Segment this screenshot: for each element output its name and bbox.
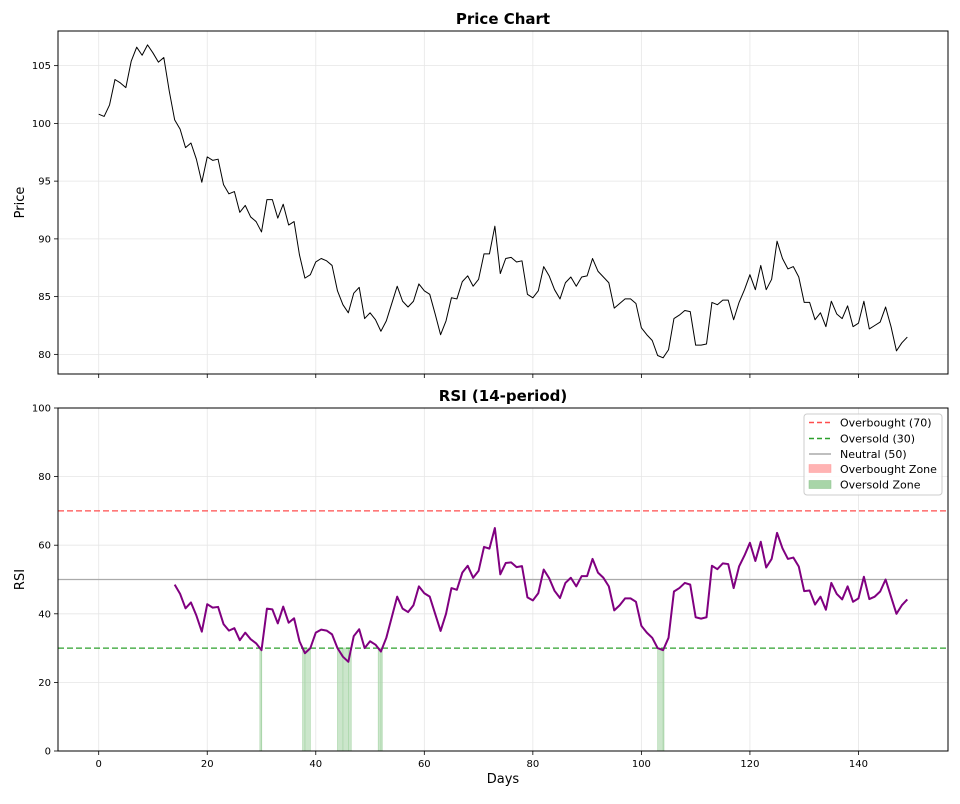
rsi-y-tick-label: 40 [38, 609, 51, 620]
legend-overbought-zone-label: Overbought Zone [840, 463, 937, 476]
price-chart-panel: 80 85 90 95 100 105 Price Chart Price [13, 10, 948, 378]
legend-overbought-label: Overbought (70) [840, 417, 932, 430]
oversold-zone-shade [303, 648, 305, 751]
rsi-x-tick-label: 60 [418, 759, 431, 770]
legend-oversold-label: Oversold (30) [840, 433, 915, 446]
rsi-chart-title: RSI (14-period) [439, 387, 567, 405]
legend-neutral-label: Neutral (50) [840, 448, 907, 461]
oversold-zone-shade [378, 648, 381, 751]
oversold-zone-shade [348, 648, 351, 751]
price-y-tick-label: 90 [38, 234, 51, 245]
price-y-axis-label: Price [13, 187, 28, 219]
price-plot-area [58, 31, 948, 374]
rsi-y-tick-label: 20 [38, 678, 51, 689]
price-y-tick-label: 105 [32, 61, 51, 72]
rsi-chart-panel: 0 20 40 60 80 100 120 140 0 20 40 60 80 100 RSI (14-p… [13, 387, 948, 787]
oversold-zone-shade [381, 648, 382, 751]
legend-oversold-zone-swatch [809, 481, 831, 489]
price-y-tick-label: 85 [38, 292, 51, 303]
price-y-tick-label: 95 [38, 177, 51, 188]
rsi-x-tick-label: 120 [740, 759, 759, 770]
rsi-y-tick-label: 0 [45, 747, 51, 758]
oversold-zone-shade [658, 648, 663, 751]
rsi-x-tick-label: 20 [201, 759, 214, 770]
rsi-x-axis-label: Days [487, 772, 520, 787]
rsi-x-tick-label: 80 [526, 759, 539, 770]
oversold-zone-shade [343, 648, 348, 751]
price-y-tick-label: 100 [32, 119, 51, 130]
rsi-legend: Overbought (70) Oversold (30) Neutral (5… [804, 414, 942, 495]
legend-overbought-zone-swatch [809, 465, 831, 473]
rsi-y-tick-label: 60 [38, 541, 51, 552]
rsi-x-tick-label: 40 [309, 759, 322, 770]
rsi-y-tick-label: 80 [38, 472, 51, 483]
oversold-zone-shade [337, 648, 342, 751]
rsi-x-tick-label: 0 [96, 759, 102, 770]
rsi-x-tick-label: 100 [632, 759, 651, 770]
rsi-x-tick-label: 140 [849, 759, 868, 770]
legend-oversold-zone-label: Oversold Zone [840, 479, 921, 492]
rsi-y-axis-label: RSI [13, 569, 28, 590]
oversold-zone-shade [305, 648, 310, 751]
price-y-tick-label: 80 [38, 350, 51, 361]
oversold-zone-shade [663, 648, 664, 751]
price-chart-title: Price Chart [456, 10, 550, 28]
rsi-y-tick-label: 100 [32, 404, 51, 415]
